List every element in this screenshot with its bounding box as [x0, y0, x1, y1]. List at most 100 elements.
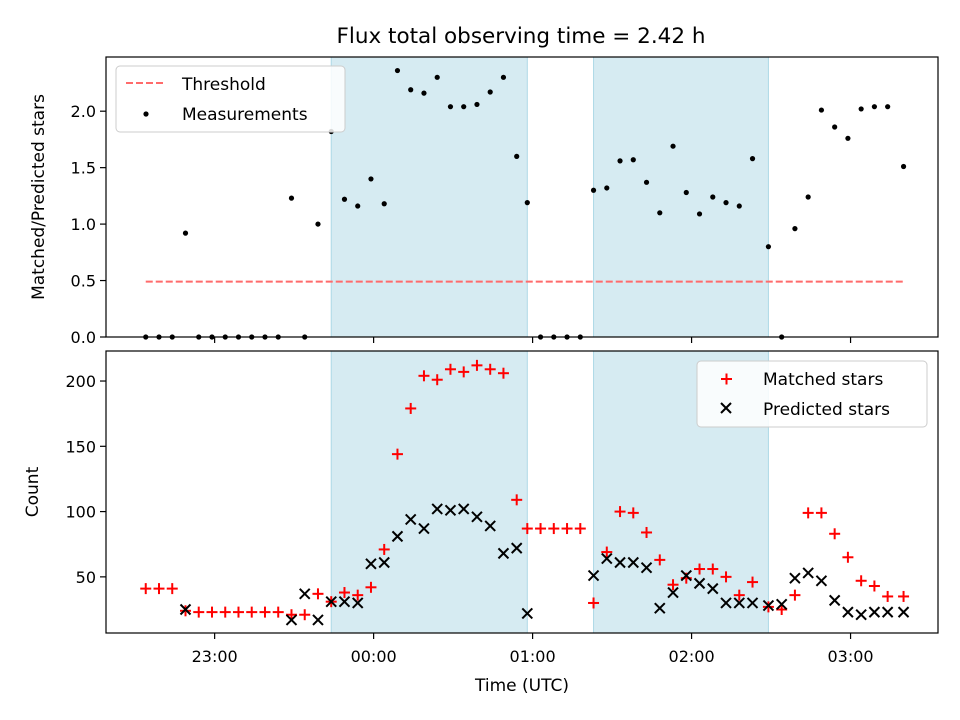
- measurement-point: [805, 194, 811, 200]
- measurement-point: [670, 143, 676, 149]
- measurement-point: [368, 176, 374, 182]
- measurement-point: [871, 104, 878, 110]
- predicted-point: [828, 594, 841, 607]
- predicted-point-b: [693, 577, 706, 590]
- predicted-point: [312, 614, 324, 626]
- predicted-point: [693, 577, 706, 590]
- matched-point: [898, 590, 910, 602]
- predicted-point: [431, 503, 443, 515]
- matched-point: [614, 506, 626, 518]
- predicted-point: [667, 586, 679, 599]
- predicted-point-b: [391, 530, 404, 543]
- matched-point: [444, 363, 456, 375]
- count-panel: 50 100 150 200 23:00 00:00 01:00 02:00 03:00 Coun…: [23, 350, 939, 696]
- predicted-point: [587, 569, 600, 582]
- predicted-point: [627, 556, 639, 569]
- predicted-point-b: [881, 606, 894, 618]
- matched-point: [166, 583, 178, 595]
- predicted-point: [855, 609, 867, 621]
- measurement-point: [315, 221, 321, 227]
- predicted-point: [378, 556, 390, 569]
- measurement-point: [630, 157, 636, 163]
- measurement-point: [617, 158, 623, 164]
- predicted-point: [510, 542, 523, 554]
- measurement-point: [500, 74, 507, 80]
- measurement-point: [683, 189, 689, 196]
- measurement-point: [696, 211, 703, 217]
- matched-point: [561, 523, 573, 535]
- measurement-point: [341, 196, 348, 202]
- predicted-point-b: [285, 614, 298, 626]
- predicted-point-b: [405, 513, 417, 526]
- predicted-point: [285, 614, 298, 626]
- matched-point: [868, 580, 880, 592]
- matched-point: [667, 579, 679, 591]
- matched-point: [484, 363, 496, 375]
- predicted-point-b: [654, 602, 666, 614]
- measurement-point: [355, 203, 361, 209]
- x-tick-label: 02:00: [669, 647, 715, 666]
- y-tick-label: 50: [76, 568, 96, 587]
- predicted-point: [484, 520, 496, 532]
- predicted-point: [762, 599, 775, 612]
- predicted-point: [897, 606, 910, 618]
- matched-point: [153, 583, 165, 595]
- predicted-point-b: [614, 556, 626, 569]
- matched-point: [338, 587, 350, 599]
- predicted-point: [614, 556, 626, 569]
- legend-box: [696, 360, 928, 428]
- predicted-point: [746, 597, 759, 609]
- predicted-point-b: [484, 520, 496, 532]
- measurement-point: [408, 87, 414, 93]
- measurement-point: [765, 244, 772, 250]
- predicted-point-b: [587, 569, 600, 582]
- predicted-point-b: [510, 542, 523, 554]
- matched-point: [418, 370, 430, 382]
- x-tick-label: 01:00: [510, 647, 556, 666]
- predicted-point: [179, 603, 192, 616]
- predicted-point: [299, 588, 311, 600]
- predicted-point-b: [842, 606, 854, 618]
- matched-point: [431, 374, 443, 386]
- predicted-point-b: [775, 598, 788, 610]
- legend-predicted-label: Predicted stars: [763, 400, 890, 420]
- measurement-point: [885, 104, 891, 110]
- predicted-point: [497, 547, 510, 560]
- predicted-point-b: [352, 597, 364, 609]
- x-tick-label: 03:00: [828, 647, 874, 666]
- matched-point: [246, 606, 258, 618]
- matched-point: [405, 402, 417, 414]
- predicted-point-b: [179, 603, 192, 616]
- predicted-point-b: [897, 606, 910, 618]
- y-tick-label: 0.5: [71, 272, 96, 291]
- matched-point: [574, 523, 586, 535]
- predicted-point: [707, 582, 719, 595]
- measurement-point: [524, 200, 530, 206]
- matched-point: [299, 609, 311, 621]
- predicted-point-b: [627, 556, 639, 569]
- predicted-point-b: [733, 597, 745, 609]
- predicted-point-b: [338, 595, 351, 608]
- predicted-point-b: [325, 595, 337, 608]
- measurement-point: [749, 156, 756, 162]
- measurement-point: [182, 230, 189, 236]
- predicted-point-b: [418, 522, 430, 535]
- measurement-point: [394, 67, 401, 74]
- measurement-point: [590, 187, 597, 193]
- matched-point: [588, 597, 600, 609]
- y-axis-label: Count: [23, 466, 43, 517]
- chart-title: Flux total observing time = 2.42 h: [337, 24, 706, 49]
- legend-box: [115, 65, 346, 133]
- predicted-point-b: [497, 547, 510, 560]
- legend-threshold-label: Threshold: [181, 75, 266, 95]
- matched-point: [641, 526, 653, 538]
- predicted-point: [815, 575, 828, 587]
- predicted-point-b: [471, 511, 483, 523]
- predicted-point-b: [720, 597, 732, 609]
- legend-measurement-swatch: [143, 111, 149, 117]
- x-tick-label: 23:00: [192, 647, 238, 666]
- legend-predicted-swatch-b: [720, 402, 732, 414]
- matched-point: [855, 575, 867, 587]
- matched-point: [654, 554, 666, 566]
- predicted-point: [457, 503, 470, 515]
